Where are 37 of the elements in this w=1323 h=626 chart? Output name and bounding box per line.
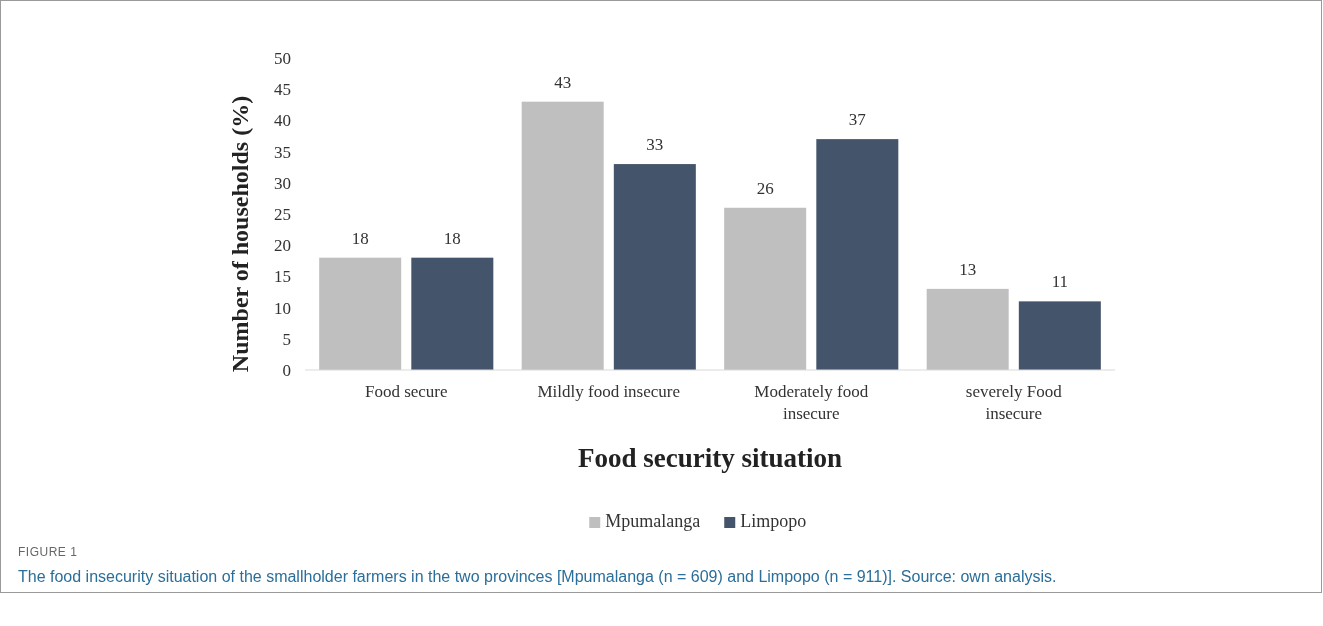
x-tick-label: Mildly food insecure <box>537 382 681 401</box>
x-tick-label: severely Food insecure <box>965 382 1063 423</box>
y-tick-label: 50 <box>274 48 291 68</box>
y-tick-label: 0 <box>282 360 291 380</box>
y-tick-label: 35 <box>274 142 291 162</box>
bar <box>1018 301 1101 370</box>
bar <box>926 288 1009 370</box>
bar <box>319 257 402 370</box>
caption: FIGURE 1 <box>18 545 78 559</box>
y-tick-label: 40 <box>274 111 291 131</box>
y-tick-label: 5 <box>282 329 291 349</box>
data-label: 43 <box>554 72 572 92</box>
y-tick-label: 25 <box>274 204 291 224</box>
text: The food insecurity situation of the smallholder farmers in the two provinces [Mpumalanga (n = 609) and Limpopo (n = 911)]. Source: own analysis. <box>18 568 1057 585</box>
data-label: 13 <box>959 259 977 279</box>
y-tick-label: 45 <box>274 80 291 100</box>
bar <box>521 101 604 370</box>
bar <box>411 257 494 370</box>
y-tick-label: 30 <box>274 173 291 193</box>
legend-label: Limpopo <box>740 511 807 531</box>
x-tick-label: Food secure <box>364 382 448 401</box>
y-axis-title: Number of households (%) <box>227 95 253 373</box>
y-tick-label: 10 <box>274 298 291 318</box>
x-axis-title: Food security situation <box>577 443 843 473</box>
data-label: 18 <box>443 228 461 248</box>
data-label: 33 <box>646 135 664 155</box>
data-label: 37 <box>848 110 867 130</box>
bar <box>724 207 807 370</box>
data-label: 11 <box>1051 272 1069 292</box>
y-tick-label: 20 <box>274 236 291 256</box>
y-tick-label: 15 <box>274 267 291 287</box>
data-label: 18 <box>351 228 369 248</box>
bar <box>816 139 899 370</box>
data-label: 26 <box>756 178 774 198</box>
legend-label: Mpumalanga <box>605 511 701 531</box>
bar <box>613 164 696 370</box>
x-tick-label: Moderately food insecure <box>754 382 869 423</box>
